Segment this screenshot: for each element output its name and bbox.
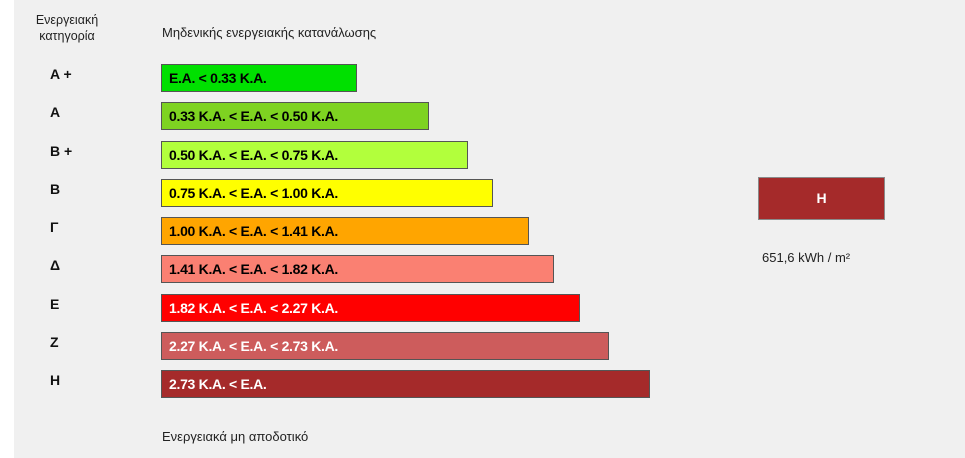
category-header-line2: κατηγορία [39,29,95,43]
zero-consumption-label: Μηδενικής ενεργειακής κατανάλωσης [162,25,377,40]
category-label-g: Γ [50,219,59,235]
category-label-a-plus: A + [50,66,72,82]
category-bar-b-plus: 0.50 K.A. < E.A. < 0.75 K.A. [161,141,468,169]
inefficient-label: Ενεργειακά μη αποδοτικό [162,429,309,444]
category-bar-d: 1.41 K.A. < E.A. < 1.82 K.A. [161,255,554,283]
category-label-a: A [50,104,61,120]
category-label-b-plus: B + [50,143,73,159]
category-bar-a: 0.33 K.A. < E.A. < 0.50 K.A. [161,102,429,130]
category-label-h: H [50,372,61,388]
category-bar-e: 1.82 K.A. < E.A. < 2.27 K.A. [161,294,580,322]
category-bar-b: 0.75 K.A. < E.A. < 1.00 K.A. [161,179,493,207]
result-consumption-value: 651,6 kWh / m² [762,250,851,265]
result-category-badge: H [758,177,885,220]
category-bar-z: 2.27 K.A. < E.A. < 2.73 K.A. [161,332,609,360]
category-label-b: B [50,181,61,197]
category-label-z: Z [50,334,59,350]
category-bar-g: 1.00 K.A. < E.A. < 1.41 K.A. [161,217,529,245]
category-header-line1: Ενεργειακή [35,13,99,27]
category-column-header: Ενεργειακή κατηγορία [22,12,112,44]
category-bar-a-plus: E.A. < 0.33 K.A. [161,64,357,92]
category-label-e: E [50,296,60,312]
category-label-d: Δ [50,257,61,273]
category-bar-h: 2.73 K.A. < E.A. [161,370,650,398]
